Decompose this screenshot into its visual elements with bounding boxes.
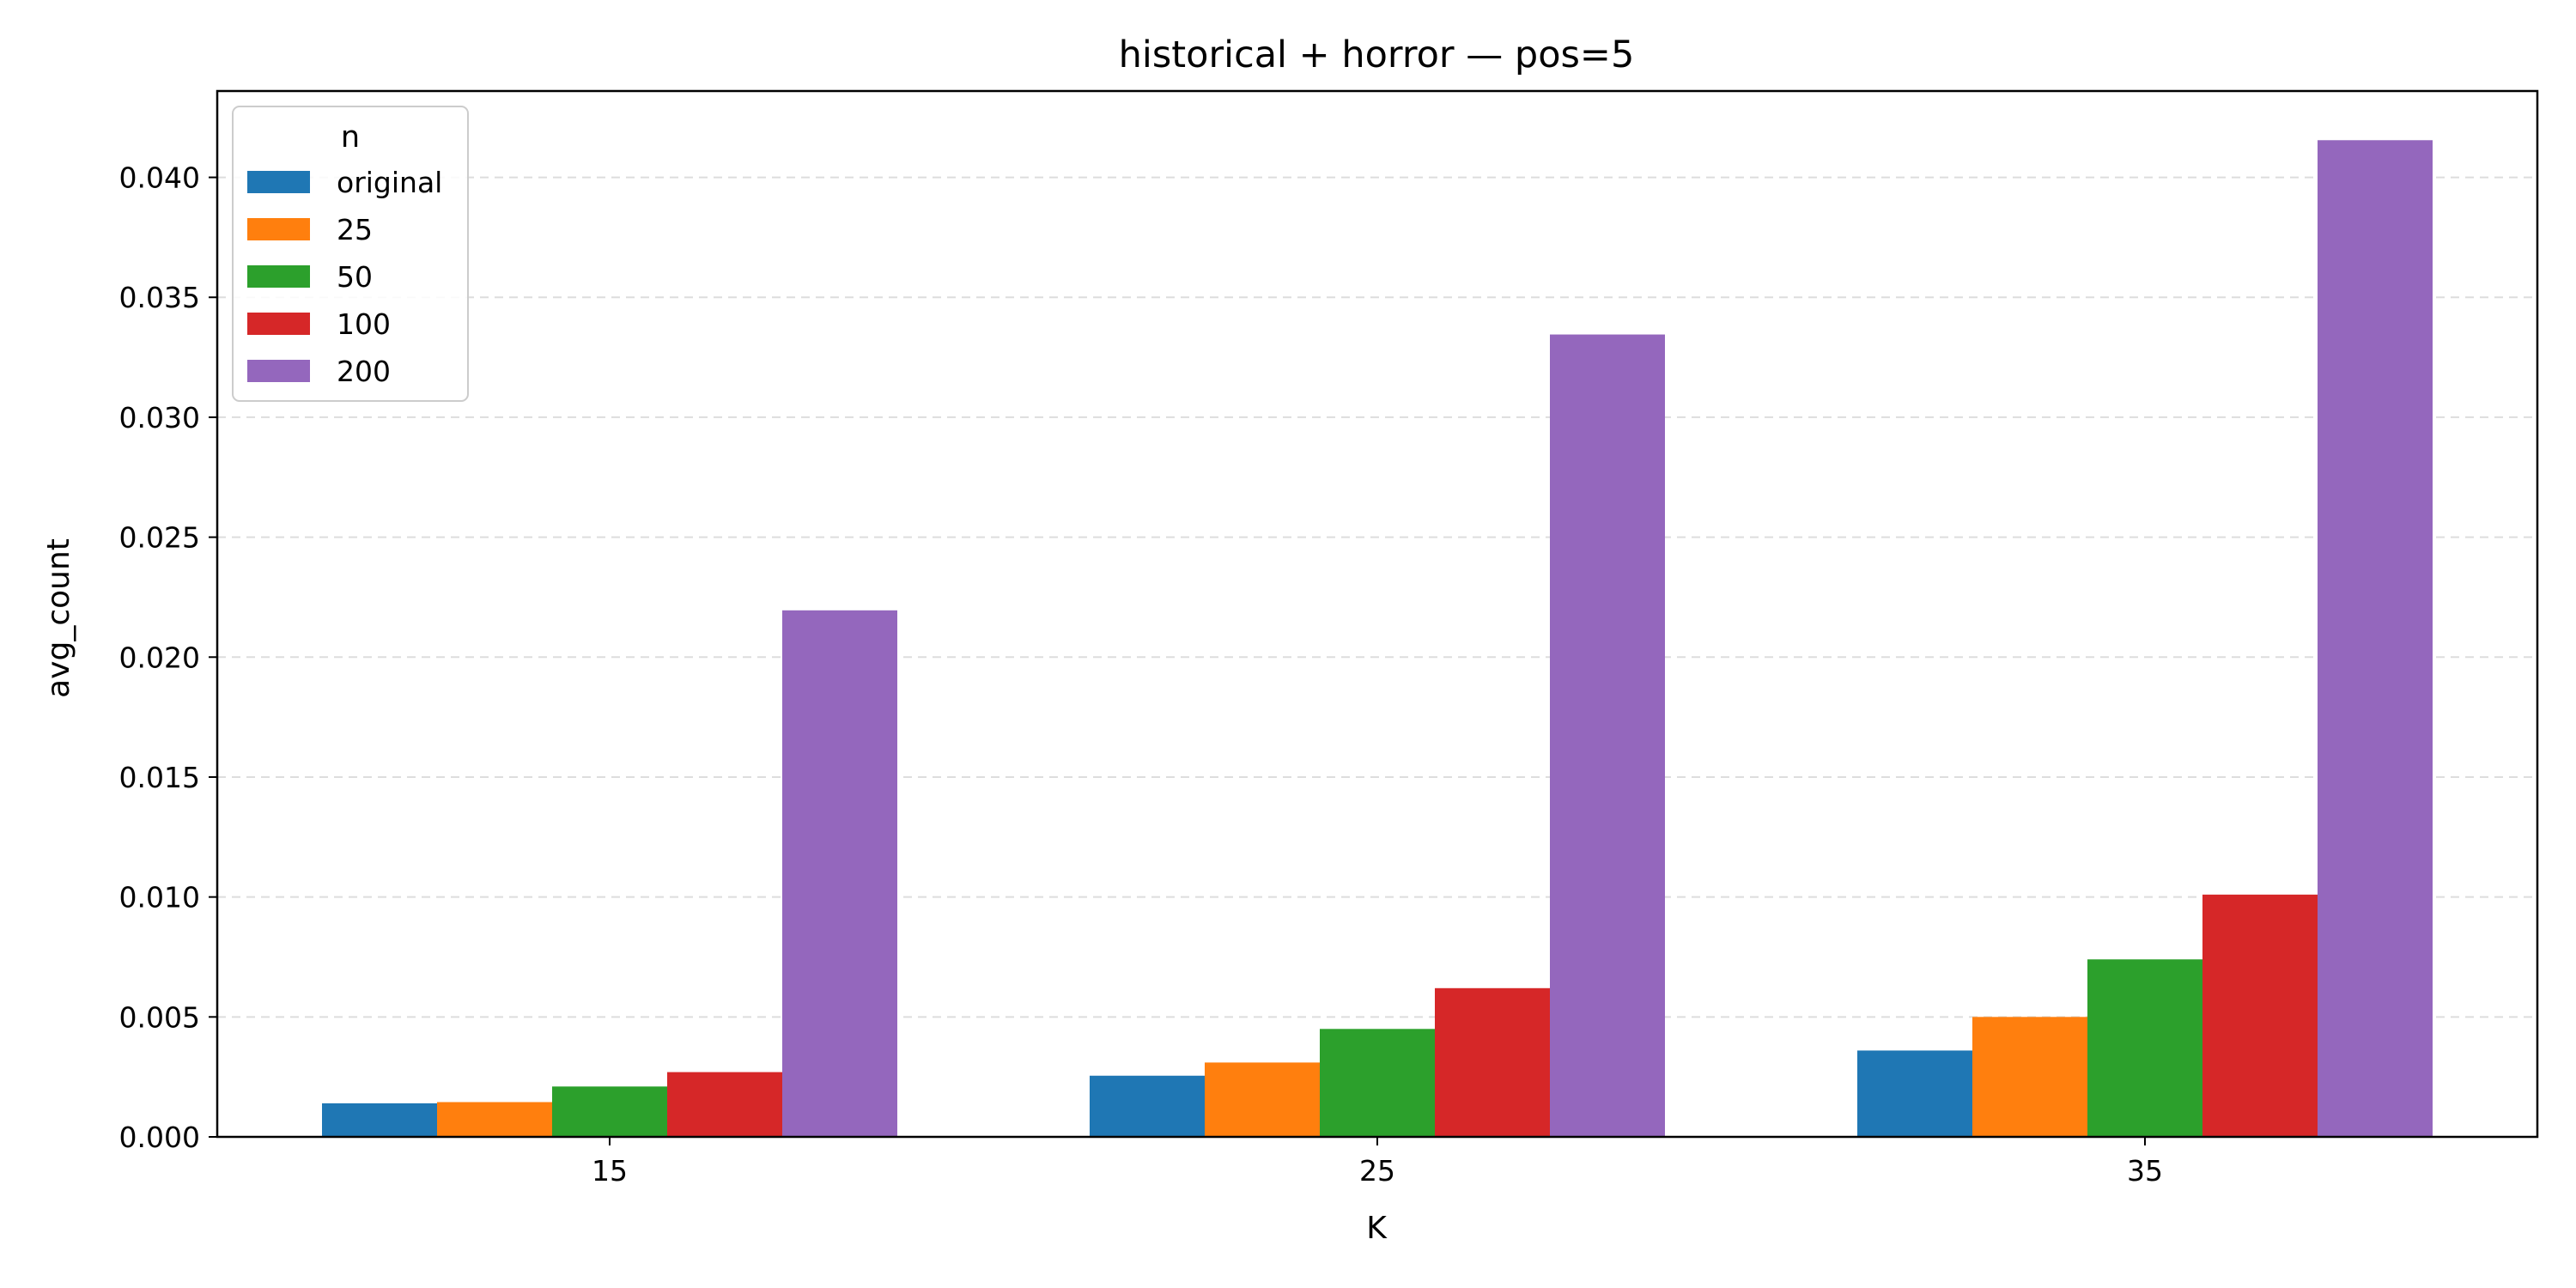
x-tick-label: 35 [2127, 1154, 2163, 1188]
bar-200-35 [2318, 140, 2433, 1138]
bar-25-25 [1205, 1062, 1320, 1137]
bar-original-35 [1857, 1050, 1972, 1137]
bar-100-35 [2202, 894, 2318, 1137]
y-tick-label: 0.000 [119, 1121, 200, 1154]
x-tick-label: 25 [1359, 1154, 1395, 1188]
y-tick-label: 0.015 [119, 761, 200, 794]
legend-swatch-original [247, 171, 310, 193]
legend-title: n [341, 120, 360, 155]
legend: n original 25 50 100 200 [232, 106, 469, 402]
y-tick-label: 0.025 [119, 521, 200, 555]
legend-label-200: 200 [337, 355, 391, 388]
y-tick-label: 0.040 [119, 161, 200, 195]
legend-label-50: 50 [337, 260, 373, 294]
legend-label-100: 100 [337, 307, 391, 341]
bar-original-15 [322, 1103, 437, 1137]
bar-50-35 [2087, 959, 2202, 1137]
bar-25-35 [1972, 1017, 2087, 1137]
y-tick-label: 0.035 [119, 281, 200, 314]
bar-100-15 [667, 1072, 782, 1137]
y-tick-label: 0.010 [119, 881, 200, 914]
y-tick-label: 0.030 [119, 401, 200, 434]
bars [322, 140, 2433, 1138]
legend-swatch-100 [247, 313, 310, 335]
bar-25-15 [437, 1102, 552, 1137]
legend-swatch-50 [247, 265, 310, 288]
y-axis-title: avg_count [41, 538, 76, 698]
bar-200-15 [782, 610, 897, 1137]
bar-200-25 [1550, 334, 1665, 1137]
bar-original-25 [1090, 1075, 1205, 1137]
x-tick-label: 15 [592, 1154, 628, 1188]
tick-marks [209, 176, 2146, 1145]
bar-50-15 [552, 1086, 667, 1137]
legend-swatch-25 [247, 218, 310, 240]
bar-100-25 [1435, 987, 1550, 1137]
y-tick-label: 0.005 [119, 1000, 200, 1034]
tick-labels: 0.000 0.005 0.010 0.015 0.020 0.025 0.030 0.035… [119, 161, 2163, 1188]
legend-swatch-200 [247, 360, 310, 382]
chart-title: historical + horror — pos=5 [1119, 33, 1635, 76]
x-axis-title: K [1366, 1211, 1388, 1246]
legend-label-original: original [337, 166, 442, 199]
bar-50-25 [1320, 1029, 1435, 1137]
y-tick-label: 0.020 [119, 641, 200, 674]
legend-label-25: 25 [337, 213, 373, 246]
